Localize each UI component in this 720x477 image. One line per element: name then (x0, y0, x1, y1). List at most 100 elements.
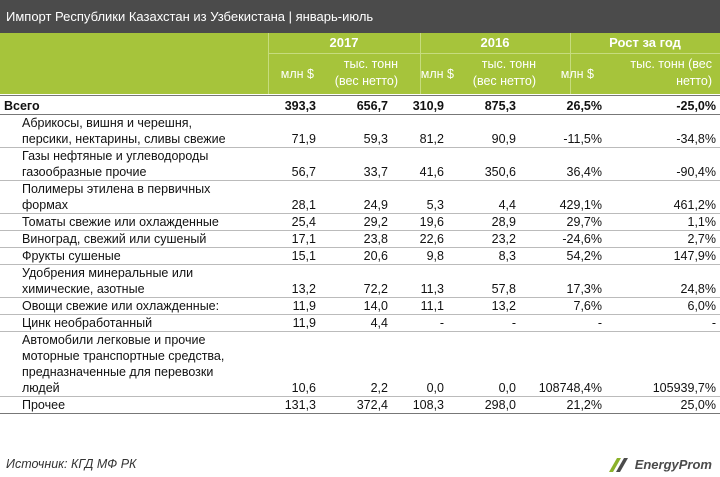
row-label-line: Прочее (22, 398, 66, 412)
header-separator (268, 33, 269, 94)
logo-mark-icon (608, 458, 628, 472)
row-label: Фрукты сушеные (0, 247, 268, 265)
cell-value: 54,2% (520, 247, 606, 265)
cell-value: 11,3 (392, 264, 448, 298)
cell-value: 131,3 (268, 396, 320, 414)
table-header: 2017 2016 Рост за год млн $ тыс. тонн (в… (0, 33, 720, 94)
row-label-line: Абрикосы, вишня и черешня, (22, 116, 192, 130)
cell-value: 14,0 (320, 297, 392, 315)
cell-value: -34,8% (606, 114, 720, 148)
row-label: Овощи свежие или охлажденные: (0, 297, 268, 315)
cell-value: 6,0% (606, 297, 720, 315)
table-row: Виноград, свежий или сушеный 17,1 23,8 22,6… (0, 230, 720, 248)
cell-value: - (392, 314, 448, 332)
row-label: Удобрения минеральные или химические, азо… (0, 264, 268, 298)
cell-value: -25,0% (606, 95, 720, 115)
cell-value: 33,7 (320, 147, 392, 181)
cell-value: 7,6% (520, 297, 606, 315)
row-label-line: людей (22, 381, 60, 395)
cell-value: 372,4 (320, 396, 392, 414)
cell-value: - (448, 314, 520, 332)
row-label: Полимеры этилена в первичных формах (0, 180, 268, 214)
cell-value: 108748,4% (520, 331, 606, 397)
cell-value: -11,5% (520, 114, 606, 148)
cell-value: 310,9 (392, 95, 448, 115)
cell-value: 21,2% (520, 396, 606, 414)
row-label-line: предназначенные для перевозки (22, 365, 214, 379)
table-row-total: Всего 393,3 656,7 310,9 875,3 26,5% -25,… (0, 95, 720, 115)
cell-value: 0,0 (392, 331, 448, 397)
row-label-line: Цинк необработанный (22, 316, 153, 330)
header-separator (570, 33, 571, 94)
cell-value: 71,9 (268, 114, 320, 148)
table-row: Фрукты сушеные 15,1 20,6 9,8 8,3 54,2% 147,9% (0, 247, 720, 265)
cell-value: 461,2% (606, 180, 720, 214)
cell-value: 4,4 (448, 180, 520, 214)
row-label-line: газообразные прочие (22, 165, 147, 179)
row-label-line: Автомобили легковые и прочие (22, 333, 206, 347)
energyprom-logo: EnergyProm (607, 454, 712, 474)
cell-value: 2,2 (320, 331, 392, 397)
header-unit: тыс. тонн (вес нетто) (630, 57, 712, 88)
row-label: Виноград, свежий или сушеный (0, 230, 268, 248)
row-label-line: Томаты свежие или охлажденные (22, 215, 219, 229)
header-growth: Рост за год (609, 35, 681, 50)
cell-value: 23,2 (448, 230, 520, 248)
table-row: Цинк необработанный 11,9 4,4- - - - (0, 314, 720, 332)
cell-value: - (606, 314, 720, 332)
cell-value: 15,1 (268, 247, 320, 265)
cell-value: 11,1 (392, 297, 448, 315)
cell-value: 875,3 (448, 95, 520, 115)
cell-value: 19,6 (392, 213, 448, 231)
cell-value: 17,3% (520, 264, 606, 298)
table-row: Томаты свежие или охлажденные 25,4 29,2 19,… (0, 213, 720, 231)
cell-value: 22,6 (392, 230, 448, 248)
cell-value: 13,2 (448, 297, 520, 315)
row-label: Абрикосы, вишня и черешня, персики, некта… (0, 114, 268, 148)
cell-value: -90,4% (606, 147, 720, 181)
row-label: Томаты свежие или охлажденные (0, 213, 268, 231)
table-row: Абрикосы, вишня и черешня, персики, некта… (0, 114, 720, 148)
cell-value: 23,8 (320, 230, 392, 248)
row-label: Прочее (0, 396, 268, 414)
cell-value: 13,2 (268, 264, 320, 298)
cell-value: 24,8% (606, 264, 720, 298)
table-row: Полимеры этилена в первичных формах 28,1 24… (0, 180, 720, 214)
header-year-2017: 2017 (329, 35, 359, 50)
source-note: Источник: КГД МФ РК (6, 457, 137, 471)
header-unit: млн $ (280, 67, 314, 81)
header-unit: млн $ (420, 67, 454, 81)
cell-value: 36,4% (520, 147, 606, 181)
table-row: Удобрения минеральные или химические, азо… (0, 264, 720, 298)
cell-value: 24,9 (320, 180, 392, 214)
cell-value: 20,6 (320, 247, 392, 265)
header-year-2016: 2016 (480, 35, 510, 50)
cell-value: 57,8 (448, 264, 520, 298)
cell-value: 350,6 (448, 147, 520, 181)
row-label-line: моторные транспортные средства, (22, 349, 225, 363)
cell-value: 90,9 (448, 114, 520, 148)
cell-value: 5,3 (392, 180, 448, 214)
cell-value: 26,5% (520, 95, 606, 115)
cell-value: 28,1 (268, 180, 320, 214)
cell-value: 29,7% (520, 213, 606, 231)
cell-value: 9,8 (392, 247, 448, 265)
cell-value: 11,9 (268, 297, 320, 315)
row-label: Всего (0, 95, 268, 115)
table-row: Овощи свежие или охлажденные: 11,9 14,0 11,… (0, 297, 720, 315)
header-divider (268, 53, 720, 54)
row-label-line: химические, азотные (22, 282, 145, 296)
table-row: Прочее 131,3 372,4 108,3 298,0 21,2% 25,0% (0, 396, 720, 414)
cell-value: 105939,7% (606, 331, 720, 397)
row-label-line: Овощи свежие или охлажденные: (22, 299, 220, 313)
row-label-line: Полимеры этилена в первичных (22, 182, 211, 196)
cell-value: 41,6 (392, 147, 448, 181)
cell-value: 429,1% (520, 180, 606, 214)
cell-value: 25,4 (268, 213, 320, 231)
cell-value: 393,3 (268, 95, 320, 115)
cell-value: 0,0 (448, 331, 520, 397)
row-label: Газы нефтяные и углеводороды газообразные… (0, 147, 268, 181)
cell-value: 108,3 (392, 396, 448, 414)
row-label-line: Газы нефтяные и углеводороды (22, 149, 209, 163)
row-label-line: Фрукты сушеные (22, 249, 121, 263)
